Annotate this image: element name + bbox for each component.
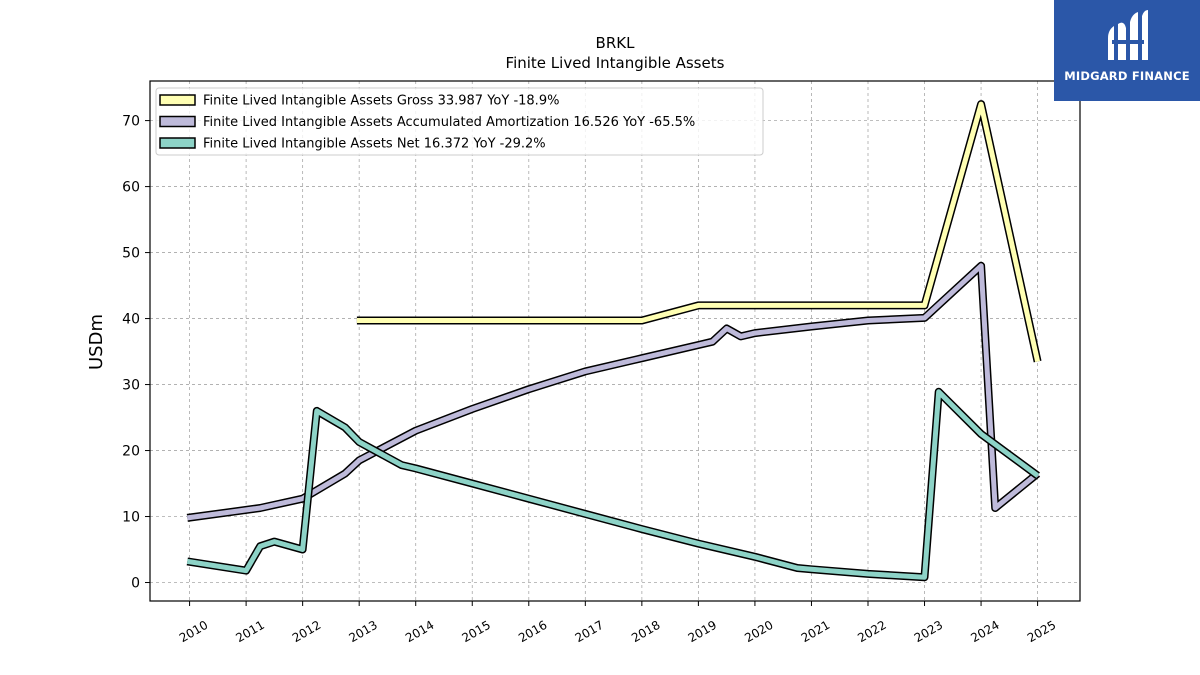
chart-title: BRKL [596,34,636,52]
y-axis: 0 10 20 30 40 50 60 70 [122,114,150,592]
x-tick-label: 2012 [290,618,323,645]
y-tick-label: 50 [122,246,140,262]
x-tick-label: 2024 [968,618,1001,645]
x-tick-label: 2010 [177,618,210,645]
series-line-1 [356,100,1042,363]
midgard-finance-logo: MIDGARD FINANCE [1054,0,1200,101]
series-lines [186,100,1042,582]
x-tick-label: 2014 [403,618,436,645]
series-line-3 [186,387,1040,582]
plot-area-frame [149,80,1081,602]
x-axis: 2010 2011 2012 2013 2014 2015 2016 2017 2018 2019… [177,601,1058,645]
y-tick-label: 30 [122,378,140,394]
x-tick-label: 2015 [460,618,493,645]
x-tick-label: 2018 [629,618,662,645]
series-band [356,101,1041,363]
legend-swatch [159,115,196,128]
y-tick-label: 60 [122,180,140,196]
brand-name: MIDGARD FINANCE [1064,69,1190,83]
grid [150,81,1080,601]
y-tick-label: 10 [122,510,140,526]
x-tick-label: 2025 [1025,618,1058,645]
series-line-2 [186,261,1041,522]
legend-label: Finite Lived Intangible Assets Net 16.37… [203,137,546,152]
x-tick-label: 2020 [742,618,775,645]
x-tick-label: 2023 [912,618,945,645]
legend-box [155,87,764,156]
legend: Finite Lived Intangible Assets Gross 33.… [155,87,764,156]
y-tick-label: 20 [122,444,140,460]
series-band [186,263,1040,521]
legend-label: Finite Lived Intangible Assets Accumulat… [203,115,695,130]
x-tick-label: 2021 [799,618,832,645]
y-tick-label: 70 [122,114,140,130]
y-axis-label: USDm [86,314,107,370]
series-band [186,389,1040,580]
legend-item-3: Finite Lived Intangible Assets Net 16.37… [159,137,546,152]
chart-subtitle: Finite Lived Intangible Assets [506,54,725,72]
x-tick-label: 2016 [516,618,549,645]
x-tick-label: 2022 [855,618,888,645]
x-tick-label: 2013 [346,618,379,645]
y-tick-label: 40 [122,312,140,328]
legend-swatch [159,94,196,106]
midgard-logo-icon [1108,10,1148,61]
x-tick-label: 2017 [573,618,606,645]
y-tick-label: 0 [131,576,140,592]
x-tick-label: 2011 [233,618,266,645]
legend-item-2: Finite Lived Intangible Assets Accumulat… [159,115,695,130]
legend-swatch [159,137,196,149]
legend-item-1: Finite Lived Intangible Assets Gross 33.… [159,94,559,109]
x-tick-label: 2019 [686,618,719,645]
legend-label: Finite Lived Intangible Assets Gross 33.… [203,94,559,109]
